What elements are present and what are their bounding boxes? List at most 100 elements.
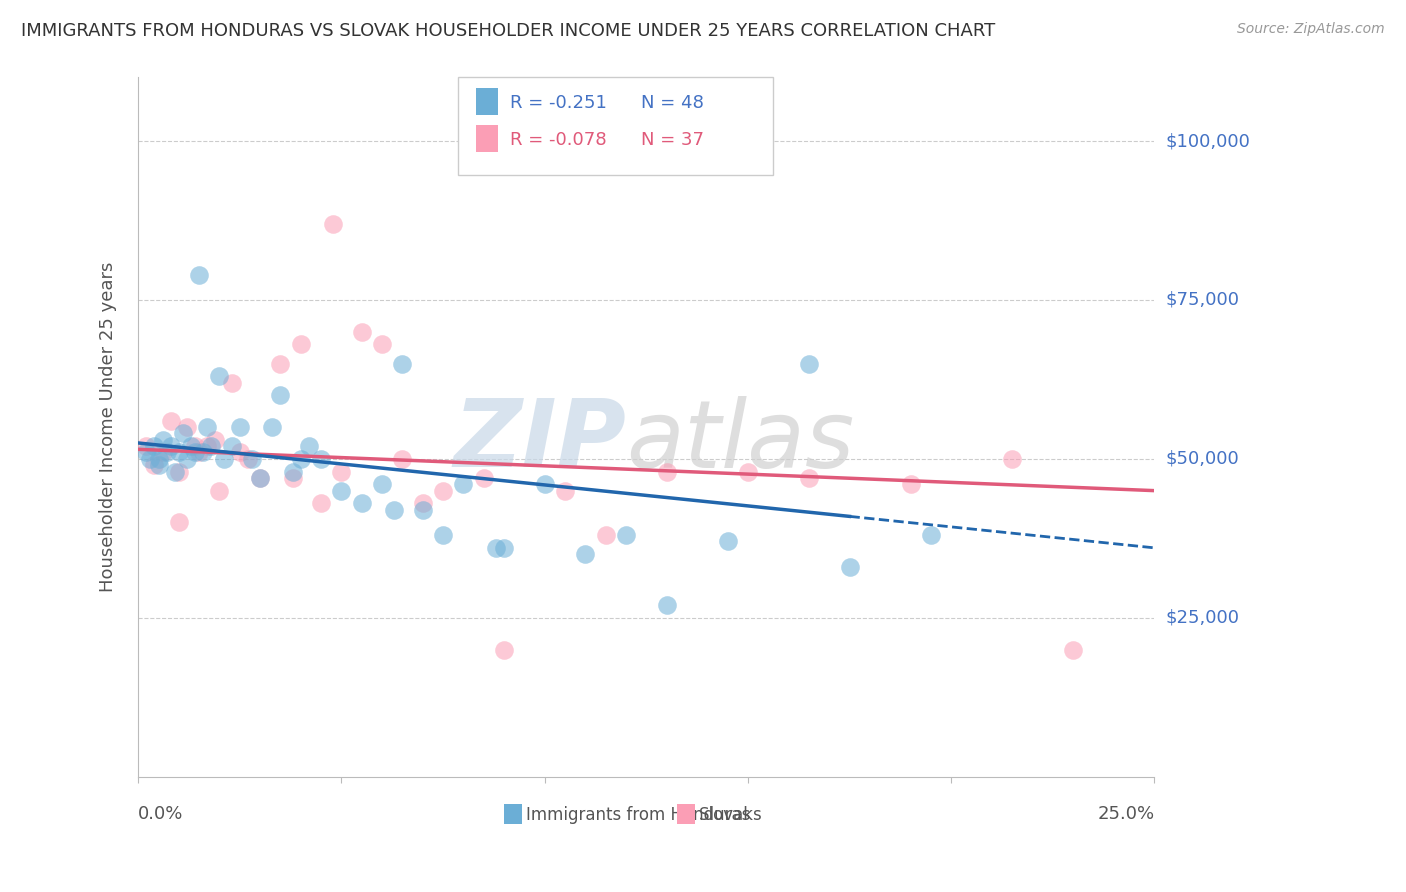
Point — [135, 439, 157, 453]
Point — [200, 439, 222, 453]
Point — [492, 541, 515, 555]
Text: R = -0.251: R = -0.251 — [510, 95, 607, 112]
FancyBboxPatch shape — [475, 125, 498, 152]
Text: Slovaks: Slovaks — [699, 806, 763, 824]
Point — [204, 433, 226, 447]
Point — [249, 471, 271, 485]
Point — [152, 433, 174, 447]
Point — [391, 357, 413, 371]
Text: 25.0%: 25.0% — [1097, 805, 1154, 822]
Point — [176, 420, 198, 434]
Text: ZIP: ZIP — [453, 395, 626, 487]
Point — [195, 439, 218, 453]
Point — [172, 426, 194, 441]
Text: 0.0%: 0.0% — [138, 805, 184, 822]
Text: Immigrants from Honduras: Immigrants from Honduras — [526, 806, 751, 824]
Point — [167, 465, 190, 479]
Text: $25,000: $25,000 — [1166, 608, 1240, 627]
Point — [595, 528, 617, 542]
Text: atlas: atlas — [626, 395, 855, 486]
Point — [208, 369, 231, 384]
Point — [614, 528, 637, 542]
FancyBboxPatch shape — [475, 88, 498, 114]
Point — [184, 445, 207, 459]
Point — [298, 439, 321, 453]
Point — [135, 445, 157, 459]
Point — [797, 357, 820, 371]
Point — [249, 471, 271, 485]
Point — [290, 337, 312, 351]
Point — [797, 471, 820, 485]
Point — [269, 357, 291, 371]
Point — [152, 445, 174, 459]
Point — [371, 477, 394, 491]
Point — [212, 451, 235, 466]
Point — [148, 451, 170, 466]
Point — [184, 439, 207, 453]
Y-axis label: Householder Income Under 25 years: Householder Income Under 25 years — [100, 262, 117, 592]
Point — [176, 451, 198, 466]
Point — [737, 465, 759, 479]
Point — [309, 496, 332, 510]
Point — [391, 451, 413, 466]
Text: N = 37: N = 37 — [641, 131, 704, 149]
Point — [159, 414, 181, 428]
Point — [188, 445, 211, 459]
Point — [188, 268, 211, 282]
FancyBboxPatch shape — [503, 804, 522, 823]
Point — [139, 451, 162, 466]
Point — [838, 560, 860, 574]
Point — [492, 642, 515, 657]
Point — [180, 439, 202, 453]
Point — [655, 598, 678, 612]
Text: IMMIGRANTS FROM HONDURAS VS SLOVAK HOUSEHOLDER INCOME UNDER 25 YEARS CORRELATION: IMMIGRANTS FROM HONDURAS VS SLOVAK HOUSE… — [21, 22, 995, 40]
Point — [412, 502, 434, 516]
Point — [221, 439, 243, 453]
Point — [432, 483, 454, 498]
Point — [655, 465, 678, 479]
Text: Source: ZipAtlas.com: Source: ZipAtlas.com — [1237, 22, 1385, 37]
FancyBboxPatch shape — [676, 804, 695, 823]
Point — [554, 483, 576, 498]
Point — [533, 477, 555, 491]
Point — [208, 483, 231, 498]
Point — [281, 465, 304, 479]
Point — [156, 445, 179, 459]
Point — [262, 420, 284, 434]
Point — [412, 496, 434, 510]
Point — [148, 458, 170, 473]
Point — [195, 420, 218, 434]
Point — [167, 516, 190, 530]
Point — [330, 483, 353, 498]
Point — [453, 477, 475, 491]
Text: $75,000: $75,000 — [1166, 291, 1240, 309]
Point — [322, 217, 344, 231]
Point — [236, 451, 259, 466]
Point — [716, 534, 738, 549]
Point — [900, 477, 922, 491]
Text: $100,000: $100,000 — [1166, 132, 1250, 150]
FancyBboxPatch shape — [458, 78, 773, 176]
Text: $50,000: $50,000 — [1166, 450, 1239, 468]
Point — [432, 528, 454, 542]
Point — [1001, 451, 1024, 466]
Point — [229, 445, 252, 459]
Point — [229, 420, 252, 434]
Point — [143, 458, 166, 473]
Point — [330, 465, 353, 479]
Point — [350, 496, 373, 510]
Point — [167, 445, 190, 459]
Text: R = -0.078: R = -0.078 — [510, 131, 607, 149]
Point — [240, 451, 263, 466]
Point — [472, 471, 495, 485]
Point — [143, 439, 166, 453]
Point — [221, 376, 243, 390]
Point — [920, 528, 942, 542]
Point — [485, 541, 508, 555]
Point — [193, 445, 215, 459]
Point — [281, 471, 304, 485]
Point — [382, 502, 405, 516]
Text: N = 48: N = 48 — [641, 95, 704, 112]
Point — [159, 439, 181, 453]
Point — [574, 547, 596, 561]
